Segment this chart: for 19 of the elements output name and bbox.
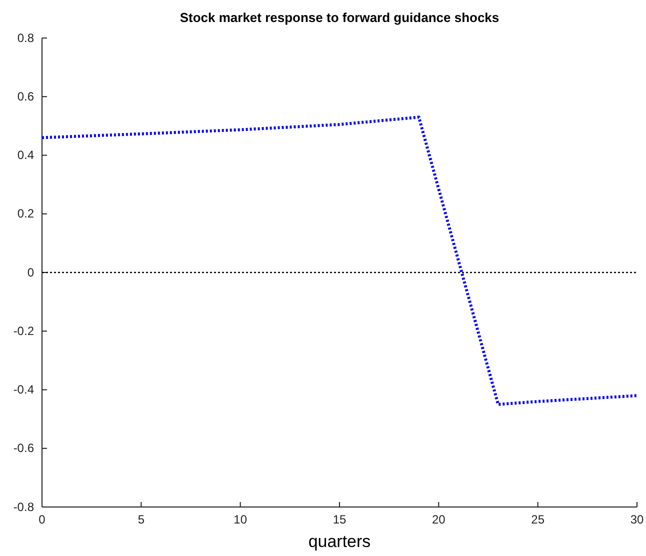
x-axis-title: quarters	[308, 532, 371, 551]
chart-title: Stock market response to forward guidance shocks	[180, 10, 500, 25]
line-series	[40, 116, 638, 406]
x-tick-label: 15	[332, 512, 346, 527]
x-tick-label: 0	[38, 512, 46, 527]
y-tick-label: 0.2	[17, 206, 34, 221]
y-tick-label: -0.4	[13, 382, 34, 397]
x-tick-label: 25	[531, 512, 545, 527]
y-tick-label: -0.2	[13, 324, 34, 338]
x-tick-label: 5	[138, 512, 145, 527]
x-tick-label: 10	[234, 512, 248, 527]
y-tick-label: -0.8	[13, 500, 34, 514]
y-tick-label: 0.4	[17, 148, 34, 162]
x-tick-label: 30	[630, 512, 644, 527]
y-tick-label: 0.8	[17, 30, 34, 45]
y-tick-label: 0	[27, 265, 34, 280]
y-tick-label: 0.6	[17, 89, 34, 104]
x-tick-label: 20	[432, 512, 446, 527]
y-tick-label: -0.6	[13, 441, 34, 456]
